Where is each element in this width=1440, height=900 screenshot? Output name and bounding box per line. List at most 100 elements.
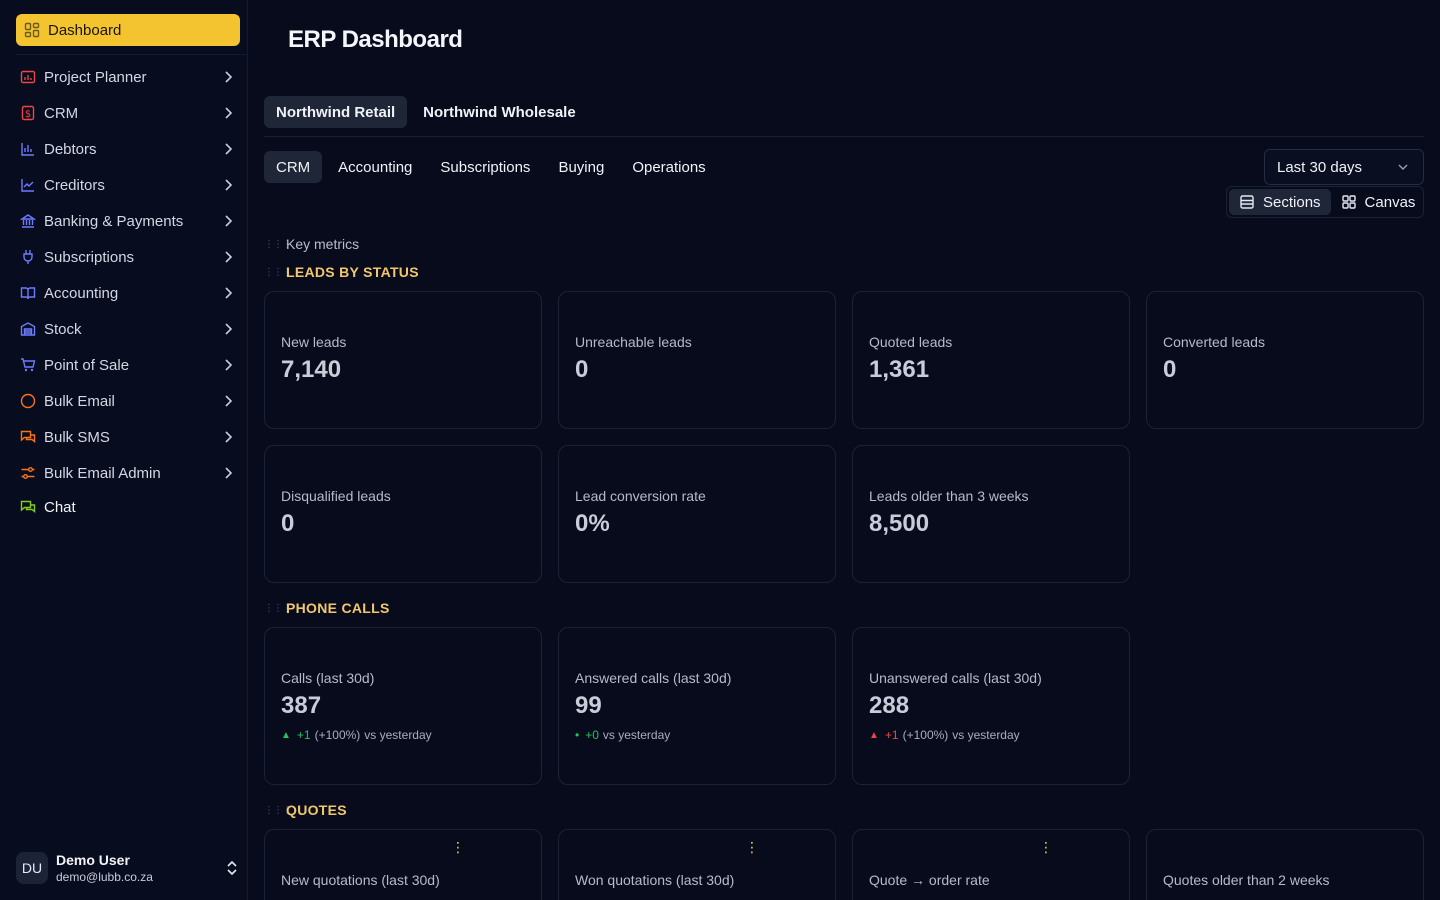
metric-delta: ▲ +1 (+100%) vs yesterday: [869, 728, 1020, 742]
grid-icon: [1341, 194, 1357, 210]
sidebar-item-point-of-sale[interactable]: Point of Sale: [16, 347, 240, 383]
sidebar-item-stock[interactable]: Stock: [16, 311, 240, 347]
metric-card[interactable]: ⋮ New quotations (last 30d): [264, 829, 542, 900]
sidebar-item-debtors[interactable]: Debtors: [16, 131, 240, 167]
chevron-right-icon: [225, 287, 233, 299]
more-vertical-icon[interactable]: ⋮: [1039, 839, 1053, 855]
date-range-select[interactable]: Last 30 days: [1264, 149, 1424, 185]
sidebar-item-chat[interactable]: Chat: [16, 491, 240, 523]
metric-label: New leads: [281, 334, 347, 350]
key-metrics-section[interactable]: ⋮⋮⋮ Key metrics: [264, 236, 359, 252]
leads-by-status-section[interactable]: ⋮⋮⋮ LEADS BY STATUS: [264, 264, 419, 280]
chevron-down-icon: [1398, 164, 1408, 170]
metric-delta: ▲ +1 (+100%) vs yesterday: [281, 728, 432, 742]
metric-card[interactable]: ⋮ Quote → order rate: [852, 829, 1130, 900]
metric-label: Quote → order rate: [869, 872, 990, 888]
sidebar-item-dashboard[interactable]: Dashboard: [16, 14, 240, 46]
view-toggle: Sections Canvas: [1226, 186, 1424, 218]
tab-subscriptions[interactable]: Subscriptions: [440, 158, 531, 176]
metric-label: Unanswered calls (last 30d): [869, 670, 1042, 686]
user-menu[interactable]: DU Demo User demo@lubb.co.za: [16, 850, 240, 886]
chevron-right-icon: [225, 251, 233, 263]
metric-card[interactable]: Unreachable leads 0: [558, 291, 836, 429]
chevron-right-icon: [225, 107, 233, 119]
metric-card[interactable]: Unanswered calls (last 30d) 288 ▲ +1 (+1…: [852, 627, 1130, 785]
metric-label: Answered calls (last 30d): [575, 670, 732, 686]
delta-suffix: vs yesterday: [602, 728, 671, 742]
metric-value: 0: [575, 356, 589, 383]
metric-value: 0: [1163, 356, 1177, 383]
metric-label: Disqualified leads: [281, 488, 391, 504]
company-tabs: Northwind Retail Northwind Wholesale: [264, 96, 592, 128]
sidebar-item-subscriptions[interactable]: Subscriptions: [16, 239, 240, 275]
metric-value: 7,140: [281, 356, 342, 383]
more-vertical-icon[interactable]: ⋮: [745, 839, 759, 855]
drag-handle-icon[interactable]: ⋮⋮⋮: [264, 602, 292, 614]
trend-up-icon: ▲: [281, 729, 291, 741]
drag-handle-icon[interactable]: ⋮⋮⋮: [264, 804, 292, 816]
tab-accounting[interactable]: Accounting: [338, 158, 413, 176]
sidebar-item-label: CRM: [44, 104, 79, 122]
section-title: LEADS BY STATUS: [286, 264, 419, 280]
sidebar-item-crm[interactable]: $ CRM: [16, 95, 240, 131]
plug-icon: [20, 249, 36, 265]
trend-neutral-icon: •: [575, 728, 580, 742]
metric-card[interactable]: Leads older than 3 weeks 8,500: [852, 445, 1130, 583]
phone-calls-section[interactable]: ⋮⋮⋮ PHONE CALLS: [264, 600, 390, 616]
chevron-up-down-icon: [227, 860, 237, 876]
drag-handle-icon[interactable]: ⋮⋮⋮: [264, 266, 292, 278]
chevron-right-icon: [225, 323, 233, 335]
chevron-right-icon: [225, 71, 233, 83]
metric-label: Calls (last 30d): [281, 670, 375, 686]
metric-card[interactable]: ⋮ Won quotations (last 30d): [558, 829, 836, 900]
quotes-section[interactable]: ⋮⋮⋮ QUOTES: [264, 802, 347, 818]
avatar: DU: [16, 852, 48, 884]
metric-card[interactable]: Disqualified leads 0: [264, 445, 542, 583]
tab-operations[interactable]: Operations: [632, 158, 706, 176]
sidebar-item-project-planner[interactable]: Project Planner: [16, 59, 240, 95]
sidebar-item-bulk-email-admin[interactable]: Bulk Email Admin: [16, 455, 240, 491]
tab-crm[interactable]: CRM: [264, 151, 323, 183]
sidebar-nav: Project Planner $ CRM Debtors Creditors …: [16, 59, 240, 523]
sidebar-item-bulk-email[interactable]: Bulk Email: [16, 383, 240, 419]
metric-label: Converted leads: [1163, 334, 1265, 350]
delta-value: +0: [585, 728, 599, 742]
tab-northwind-retail[interactable]: Northwind Retail: [264, 96, 408, 128]
chevron-right-icon: [225, 467, 233, 479]
sidebar-item-bulk-sms[interactable]: Bulk SMS: [16, 419, 240, 455]
sidebar: Dashboard Project Planner $ CRM Debtors …: [0, 0, 248, 900]
delta-value: +1: [884, 728, 899, 742]
tab-buying[interactable]: Buying: [558, 158, 605, 176]
sidebar-item-label: Chat: [44, 498, 76, 516]
metric-label: Unreachable leads: [575, 334, 692, 350]
tabs-divider: [264, 136, 1424, 137]
metric-card[interactable]: Quoted leads 1,361: [852, 291, 1130, 429]
metric-label: New quotations (last 30d): [281, 872, 440, 888]
sidebar-item-accounting[interactable]: Accounting: [16, 275, 240, 311]
warehouse-icon: [20, 321, 36, 337]
metric-card[interactable]: Quotes older than 2 weeks: [1146, 829, 1424, 900]
metric-card[interactable]: Calls (last 30d) 387 ▲ +1 (+100%) vs yes…: [264, 627, 542, 785]
drag-handle-icon[interactable]: ⋮⋮⋮: [264, 238, 292, 250]
canvas-label: Canvas: [1364, 193, 1416, 211]
book-icon: [20, 285, 36, 301]
user-email: demo@lubb.co.za: [56, 870, 153, 884]
metric-card[interactable]: Lead conversion rate 0%: [558, 445, 836, 583]
more-vertical-icon[interactable]: ⋮: [451, 839, 465, 855]
sidebar-item-banking-payments[interactable]: Banking & Payments: [16, 203, 240, 239]
metric-card[interactable]: Answered calls (last 30d) 99 • +0 vs yes…: [558, 627, 836, 785]
canvas-view-button[interactable]: Canvas: [1331, 189, 1426, 215]
chevron-right-icon: [225, 359, 233, 371]
sections-label: Sections: [1263, 193, 1321, 211]
metric-card[interactable]: New leads 7,140: [264, 291, 542, 429]
chevron-right-icon: [225, 395, 233, 407]
sidebar-item-label: Project Planner: [44, 68, 147, 86]
metric-delta: • +0 vs yesterday: [575, 728, 670, 742]
sidebar-item-creditors[interactable]: Creditors: [16, 167, 240, 203]
page-title: ERP Dashboard: [288, 26, 463, 53]
sections-view-button[interactable]: Sections: [1229, 189, 1331, 215]
sidebar-item-label: Stock: [44, 320, 82, 338]
tab-northwind-wholesale[interactable]: Northwind Wholesale: [423, 103, 576, 121]
metric-card[interactable]: Converted leads 0: [1146, 291, 1424, 429]
metric-label: Leads older than 3 weeks: [869, 488, 1029, 504]
